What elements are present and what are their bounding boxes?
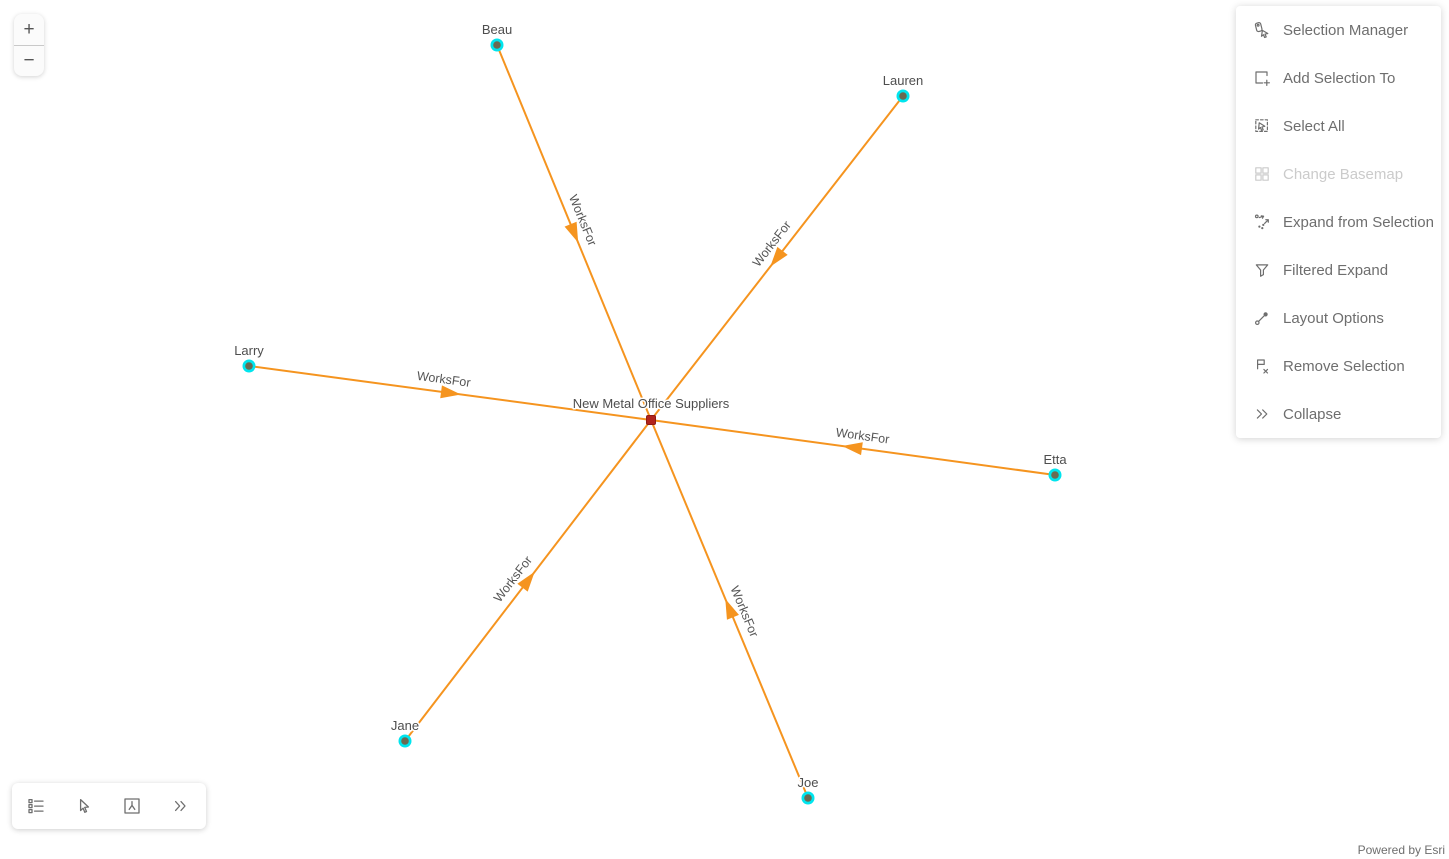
layout-options-icon xyxy=(1253,309,1271,327)
menu-item-label: Collapse xyxy=(1283,405,1342,423)
node-label: Larry xyxy=(234,343,264,358)
node-label: New Metal Office Suppliers xyxy=(573,396,730,411)
edge-arrowhead xyxy=(564,221,579,243)
graph-node-jane[interactable]: Jane xyxy=(389,717,421,748)
node-label: Lauren xyxy=(883,73,923,88)
menu-item-label: Filtered Expand xyxy=(1283,261,1389,279)
zoom-divider xyxy=(14,44,44,46)
graph-node-company[interactable]: New Metal Office Suppliers xyxy=(571,395,731,425)
edge-arrowhead xyxy=(842,442,863,456)
person-node-dot xyxy=(245,362,253,370)
menu-item-add-selection-to[interactable]: Add Selection To xyxy=(1236,54,1441,102)
collapse-icon xyxy=(1253,405,1271,423)
toolbar-button-pointer[interactable] xyxy=(60,783,108,829)
menu-item-selection-manager[interactable]: Selection Manager xyxy=(1236,6,1441,54)
edge-arrowhead xyxy=(440,385,461,399)
menu-item-change-basemap: Change Basemap xyxy=(1236,150,1441,198)
person-node-dot xyxy=(804,794,812,802)
toolbar-button-link-chart[interactable] xyxy=(108,783,156,829)
person-node-dot xyxy=(899,92,907,100)
link-chart-icon xyxy=(122,796,142,816)
person-node-dot xyxy=(401,737,409,745)
menu-item-remove-selection[interactable]: Remove Selection xyxy=(1236,342,1441,390)
menu-item-label: Select All xyxy=(1283,117,1345,135)
menu-item-select-all[interactable]: Select All xyxy=(1236,102,1441,150)
menu-item-label: Change Basemap xyxy=(1283,165,1404,183)
node-label: Joe xyxy=(798,775,819,790)
node-label: Etta xyxy=(1043,452,1067,467)
node-label: Beau xyxy=(482,22,512,37)
add-selection-to-icon xyxy=(1253,69,1271,87)
bottom-toolbar xyxy=(12,783,206,829)
select-all-icon xyxy=(1253,117,1271,135)
person-node-dot xyxy=(1051,471,1059,479)
menu-item-label: Selection Manager xyxy=(1283,21,1409,39)
zoom-in-button[interactable]: + xyxy=(14,14,44,45)
graph-edge-etta-company[interactable]: WorksFor xyxy=(650,419,1056,476)
menu-item-label: Remove Selection xyxy=(1283,357,1405,375)
attribution: Powered by Esri xyxy=(1357,843,1445,857)
company-node-square xyxy=(646,415,656,425)
menu-item-layout-options[interactable]: Layout Options xyxy=(1236,294,1441,342)
change-basemap-icon xyxy=(1253,165,1271,183)
graph-node-beau[interactable]: Beau xyxy=(480,21,514,52)
menu-item-label: Layout Options xyxy=(1283,309,1384,327)
node-label: Jane xyxy=(391,718,419,733)
graph-node-joe[interactable]: Joe xyxy=(796,774,820,805)
zoom-control: + − xyxy=(14,14,44,76)
zoom-out-button[interactable]: − xyxy=(14,46,44,77)
edge-arrowhead xyxy=(517,571,535,592)
menu-item-label: Add Selection To xyxy=(1283,69,1396,87)
edge-label: WorksFor xyxy=(566,193,599,248)
graph-edge-beau-company[interactable]: WorksFor xyxy=(496,44,652,421)
filtered-expand-icon xyxy=(1253,261,1271,279)
graph-node-larry[interactable]: Larry xyxy=(233,342,266,373)
graph-edge-joe-company[interactable]: WorksFor xyxy=(650,419,809,799)
graph-edge-lauren-company[interactable]: WorksFor xyxy=(650,95,904,421)
graph-edge-larry-company[interactable]: WorksFor xyxy=(248,365,652,421)
more-tools-icon xyxy=(170,796,190,816)
edge-arrowhead xyxy=(725,598,739,620)
menu-item-label: Expand from Selection xyxy=(1283,213,1434,231)
context-menu: Selection Manager Add Selection To Select … xyxy=(1236,6,1441,438)
graph-edge-jane-company[interactable]: WorksFor xyxy=(404,419,652,742)
toolbar-button-more-tools[interactable] xyxy=(156,783,204,829)
selection-manager-icon xyxy=(1253,21,1271,39)
legend-list-icon xyxy=(26,796,46,816)
remove-selection-icon xyxy=(1253,357,1271,375)
graph-node-etta[interactable]: Etta xyxy=(1042,451,1069,482)
person-node-dot xyxy=(493,41,501,49)
expand-from-selection-icon xyxy=(1253,213,1271,231)
menu-item-filtered-expand[interactable]: Filtered Expand xyxy=(1236,246,1441,294)
edge-arrowhead xyxy=(770,246,788,267)
menu-item-collapse[interactable]: Collapse xyxy=(1236,390,1441,438)
pointer-icon xyxy=(74,796,94,816)
toolbar-button-legend-list[interactable] xyxy=(12,783,60,829)
menu-item-expand-from-selection[interactable]: Expand from Selection xyxy=(1236,198,1441,246)
graph-node-lauren[interactable]: Lauren xyxy=(881,72,925,103)
